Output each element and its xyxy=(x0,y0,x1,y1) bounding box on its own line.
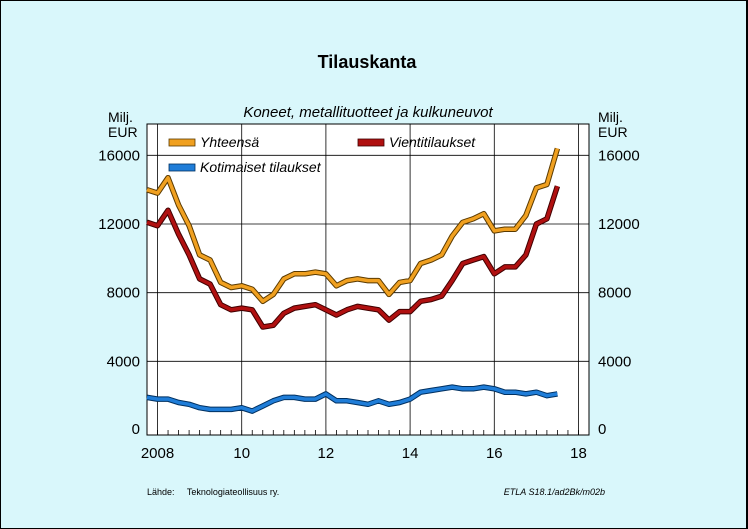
legend-swatch-yhteensa xyxy=(168,138,196,147)
legend-swatch-kotimaiset xyxy=(168,163,196,172)
data-series xyxy=(146,147,561,414)
x-tick-label: 2008 xyxy=(141,445,174,462)
legend-label-kotimaiset: Kotimaiset tilaukset xyxy=(200,159,322,175)
right-unit-label-line2: EUR xyxy=(598,124,628,140)
x-tick-label: 16 xyxy=(486,445,503,462)
legend-item-yhteensa: Yhteensä xyxy=(168,134,259,150)
series-line-1 xyxy=(146,148,560,304)
legend-swatch-vientitilaukset xyxy=(357,138,385,147)
y-tick-label-left: 16000 xyxy=(98,147,140,164)
x-tick-label: 14 xyxy=(402,445,419,462)
y-tick-label-right: 16000 xyxy=(598,147,640,164)
y-tick-label-right: 0 xyxy=(598,421,606,438)
y-tick-label-left: 8000 xyxy=(107,285,140,302)
grid-lines xyxy=(147,124,589,435)
series-line-2 xyxy=(146,185,560,329)
left-unit-label-line1: Milj. xyxy=(108,109,133,125)
legend: Yhteensä Vientitilaukset Kotimaiset tila… xyxy=(168,134,476,175)
x-tick-label: 18 xyxy=(570,445,587,462)
y-tick-label-right: 8000 xyxy=(598,285,631,302)
tick-labels: 0 0 4000 4000 8000 8000 12000 12000 16000 16000 20… xyxy=(98,147,639,462)
chart-title: Tilauskanta xyxy=(318,52,418,72)
chart-code: ETLA S18.1/ad2Bk/m02b xyxy=(504,487,605,497)
series-line-3 xyxy=(146,385,558,413)
legend-label-vientitilaukset: Vientitilaukset xyxy=(389,134,476,150)
y-tick-label-left: 4000 xyxy=(107,353,140,370)
chart-subtitle: Koneet, metallituotteet ja kulkuneuvot xyxy=(243,104,493,121)
legend-item-vientitilaukset: Vientitilaukset xyxy=(357,134,476,150)
y-tick-label-right: 12000 xyxy=(598,216,640,233)
y-tick-label-left: 12000 xyxy=(98,216,140,233)
axis-ticks xyxy=(157,430,579,435)
source-note: Lähde: Teknologiateollisuus ry. xyxy=(147,487,279,497)
y-tick-label-left: 0 xyxy=(132,421,140,438)
legend-label-yhteensa: Yhteensä xyxy=(200,134,259,150)
right-unit-label-line1: Milj. xyxy=(598,109,623,125)
x-tick-label: 10 xyxy=(233,445,250,462)
legend-item-kotimaiset: Kotimaiset tilaukset xyxy=(168,159,322,175)
left-unit-label-line2: EUR xyxy=(108,124,138,140)
x-tick-label: 12 xyxy=(318,445,335,462)
y-tick-label-right: 4000 xyxy=(598,353,631,370)
